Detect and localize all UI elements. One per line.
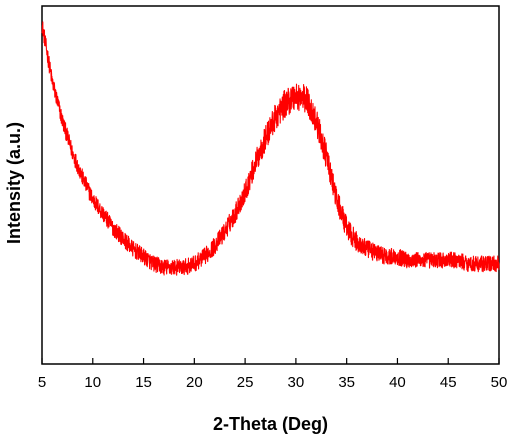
x-tick-label-45: 45	[440, 374, 457, 391]
x-axis-label: 2-Theta (Deg)	[213, 414, 328, 434]
x-tick-label-35: 35	[338, 374, 355, 391]
x-tick-label-30: 30	[288, 374, 305, 391]
x-tick-label-10: 10	[84, 374, 101, 391]
x-tick-label-15: 15	[135, 374, 152, 391]
x-tick-label-25: 25	[237, 374, 254, 391]
plot-area	[41, 5, 500, 365]
x-tick-label-5: 5	[38, 374, 46, 391]
x-tick-label-20: 20	[186, 374, 203, 391]
x-axis-ticks	[41, 358, 500, 364]
x-tick-label-40: 40	[389, 374, 406, 391]
xrd-series-line	[41, 21, 500, 276]
x-tick-label-50: 50	[491, 374, 508, 391]
y-axis-label: Intensity (a.u.)	[4, 122, 24, 244]
series-group	[41, 21, 500, 276]
plot-frame	[41, 5, 500, 365]
x-axis-tick-labels: 5 10 15 20 25 30 35 40 45 50	[38, 374, 508, 391]
